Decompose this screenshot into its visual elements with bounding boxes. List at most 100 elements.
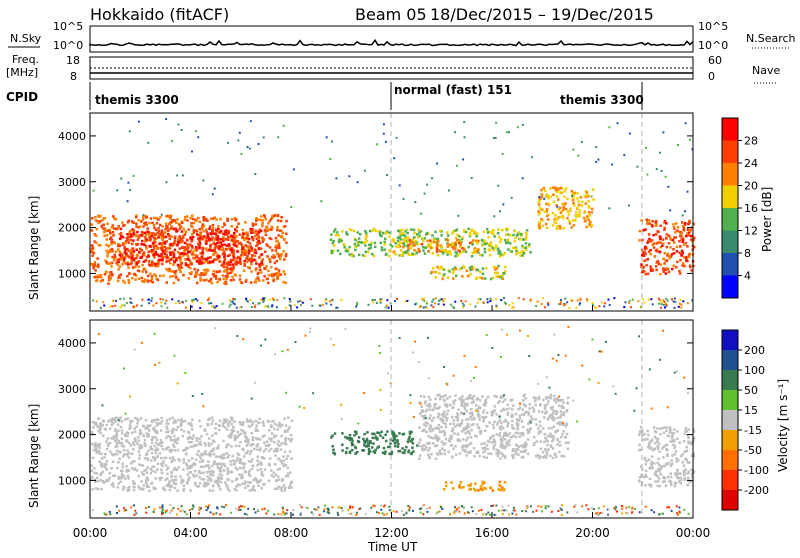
data-cell <box>492 229 495 232</box>
data-cell <box>669 431 672 434</box>
data-cell <box>496 306 498 308</box>
data-cell <box>534 404 537 407</box>
freq-tick-top: 18 <box>66 54 80 67</box>
data-cell <box>483 442 486 445</box>
data-cell <box>283 125 285 127</box>
data-cell <box>269 464 272 467</box>
data-cell <box>276 260 279 263</box>
data-cell <box>168 435 171 438</box>
data-cell <box>498 236 501 239</box>
data-cell <box>561 433 564 436</box>
data-cell <box>93 276 96 279</box>
data-cell <box>133 427 136 430</box>
data-cell <box>374 242 377 245</box>
data-cell <box>191 508 193 510</box>
data-cell <box>443 299 445 301</box>
data-cell <box>134 273 137 276</box>
data-cell <box>440 426 443 429</box>
data-cell <box>133 250 136 253</box>
data-cell <box>474 489 477 492</box>
data-cell <box>536 510 538 512</box>
data-cell <box>260 468 263 471</box>
data-cell <box>403 242 406 245</box>
data-cell <box>357 244 360 247</box>
date-range: 18/Dec/2015 – 19/Dec/2015 <box>430 5 654 24</box>
data-cell <box>223 266 226 269</box>
data-cell <box>219 513 221 515</box>
data-cell <box>675 266 678 269</box>
data-cell <box>169 243 172 246</box>
data-cell <box>420 395 423 398</box>
data-cell <box>645 463 648 466</box>
data-cell <box>276 226 279 229</box>
data-cell <box>129 189 131 191</box>
data-cell <box>644 253 647 256</box>
data-cell <box>138 464 141 467</box>
data-cell <box>659 299 661 301</box>
data-cell <box>471 402 474 405</box>
data-cell <box>165 118 167 120</box>
data-cell <box>208 238 211 241</box>
data-cell <box>522 446 525 449</box>
data-cell <box>689 139 691 141</box>
data-cell <box>282 459 285 462</box>
data-cell <box>277 428 280 431</box>
data-cell <box>573 204 576 207</box>
data-cell <box>556 227 559 230</box>
data-cell <box>147 433 150 436</box>
power-ylabel: Slant Range [km] <box>27 196 41 300</box>
data-cell <box>251 236 254 239</box>
data-cell <box>128 452 131 455</box>
data-cell <box>533 396 536 399</box>
data-cell <box>242 424 245 427</box>
data-cell <box>608 207 610 209</box>
data-cell <box>282 478 285 481</box>
data-cell <box>482 267 485 270</box>
data-cell <box>566 301 568 303</box>
data-cell <box>244 432 247 435</box>
data-cell <box>275 448 278 451</box>
data-cell <box>217 225 220 228</box>
data-cell <box>568 213 571 216</box>
data-cell <box>673 432 676 435</box>
data-cell <box>525 238 528 241</box>
data-cell <box>227 473 230 476</box>
data-cell <box>338 239 341 242</box>
data-cell <box>517 420 520 423</box>
data-cell <box>629 133 631 135</box>
data-cell <box>458 242 461 245</box>
data-cell <box>198 512 200 514</box>
data-cell <box>242 233 245 236</box>
data-cell <box>685 235 688 238</box>
data-cell <box>376 143 378 145</box>
nsearch-label: N.Search <box>746 32 796 45</box>
beam-label: Beam 05 <box>355 5 427 24</box>
data-cell <box>169 237 172 240</box>
data-cell <box>589 221 592 224</box>
data-cell <box>673 301 675 303</box>
data-cell <box>543 441 546 444</box>
data-cell <box>230 279 233 282</box>
data-cell <box>552 194 555 197</box>
data-cell <box>663 229 666 232</box>
data-cell <box>119 298 121 300</box>
data-cell <box>679 272 682 275</box>
data-cell <box>91 229 94 232</box>
data-cell <box>124 251 127 254</box>
data-cell <box>215 423 218 426</box>
colorbar-tick-label: 28 <box>744 135 758 148</box>
data-cell <box>157 455 160 458</box>
data-cell <box>469 273 472 276</box>
data-cell <box>552 224 555 227</box>
data-cell <box>499 481 502 484</box>
data-cell <box>194 445 197 448</box>
data-cell <box>576 192 579 195</box>
data-cell <box>212 485 215 488</box>
data-cell <box>562 430 565 433</box>
data-cell <box>187 422 190 425</box>
data-cell <box>118 440 121 443</box>
data-cell <box>651 456 654 459</box>
data-cell <box>120 228 123 231</box>
data-cell <box>227 470 230 473</box>
